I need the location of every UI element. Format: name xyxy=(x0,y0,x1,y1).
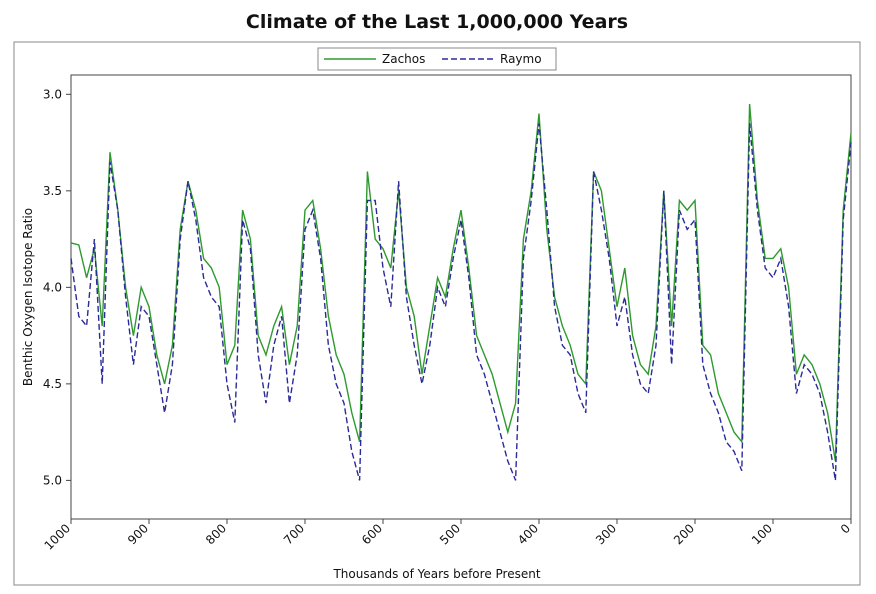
x-tick-label: 500 xyxy=(437,521,463,547)
y-axis-label: Benthic Oxygen Isotope Ratio xyxy=(21,208,35,386)
x-tick-label: 600 xyxy=(359,521,385,547)
y-tick-label: 3.5 xyxy=(43,184,62,198)
chart-frame xyxy=(13,41,861,586)
x-tick-label: 300 xyxy=(593,521,619,547)
x-tick-label: 100 xyxy=(749,521,775,547)
series-line xyxy=(70,103,852,462)
series-line xyxy=(70,123,852,481)
y-tick-label: 4.5 xyxy=(43,377,62,391)
legend-label: Zachos xyxy=(382,52,425,66)
x-tick-label: 700 xyxy=(281,521,307,547)
y-tick-label: 4.0 xyxy=(43,280,62,294)
x-tick-label: 800 xyxy=(203,521,229,547)
chart-title: Climate of the Last 1,000,000 Years xyxy=(246,11,628,33)
y-tick-label: 3.0 xyxy=(43,87,62,101)
legend-label: Raymo xyxy=(500,52,542,66)
x-tick-label: 1000 xyxy=(42,521,73,552)
y-tick-label: 5.0 xyxy=(43,473,62,487)
x-tick-label: 200 xyxy=(671,521,697,547)
x-axis-label: Thousands of Years before Present xyxy=(332,567,540,581)
legend-box xyxy=(317,47,557,71)
x-tick-label: 900 xyxy=(125,521,151,547)
x-tick-label: 400 xyxy=(515,521,541,547)
